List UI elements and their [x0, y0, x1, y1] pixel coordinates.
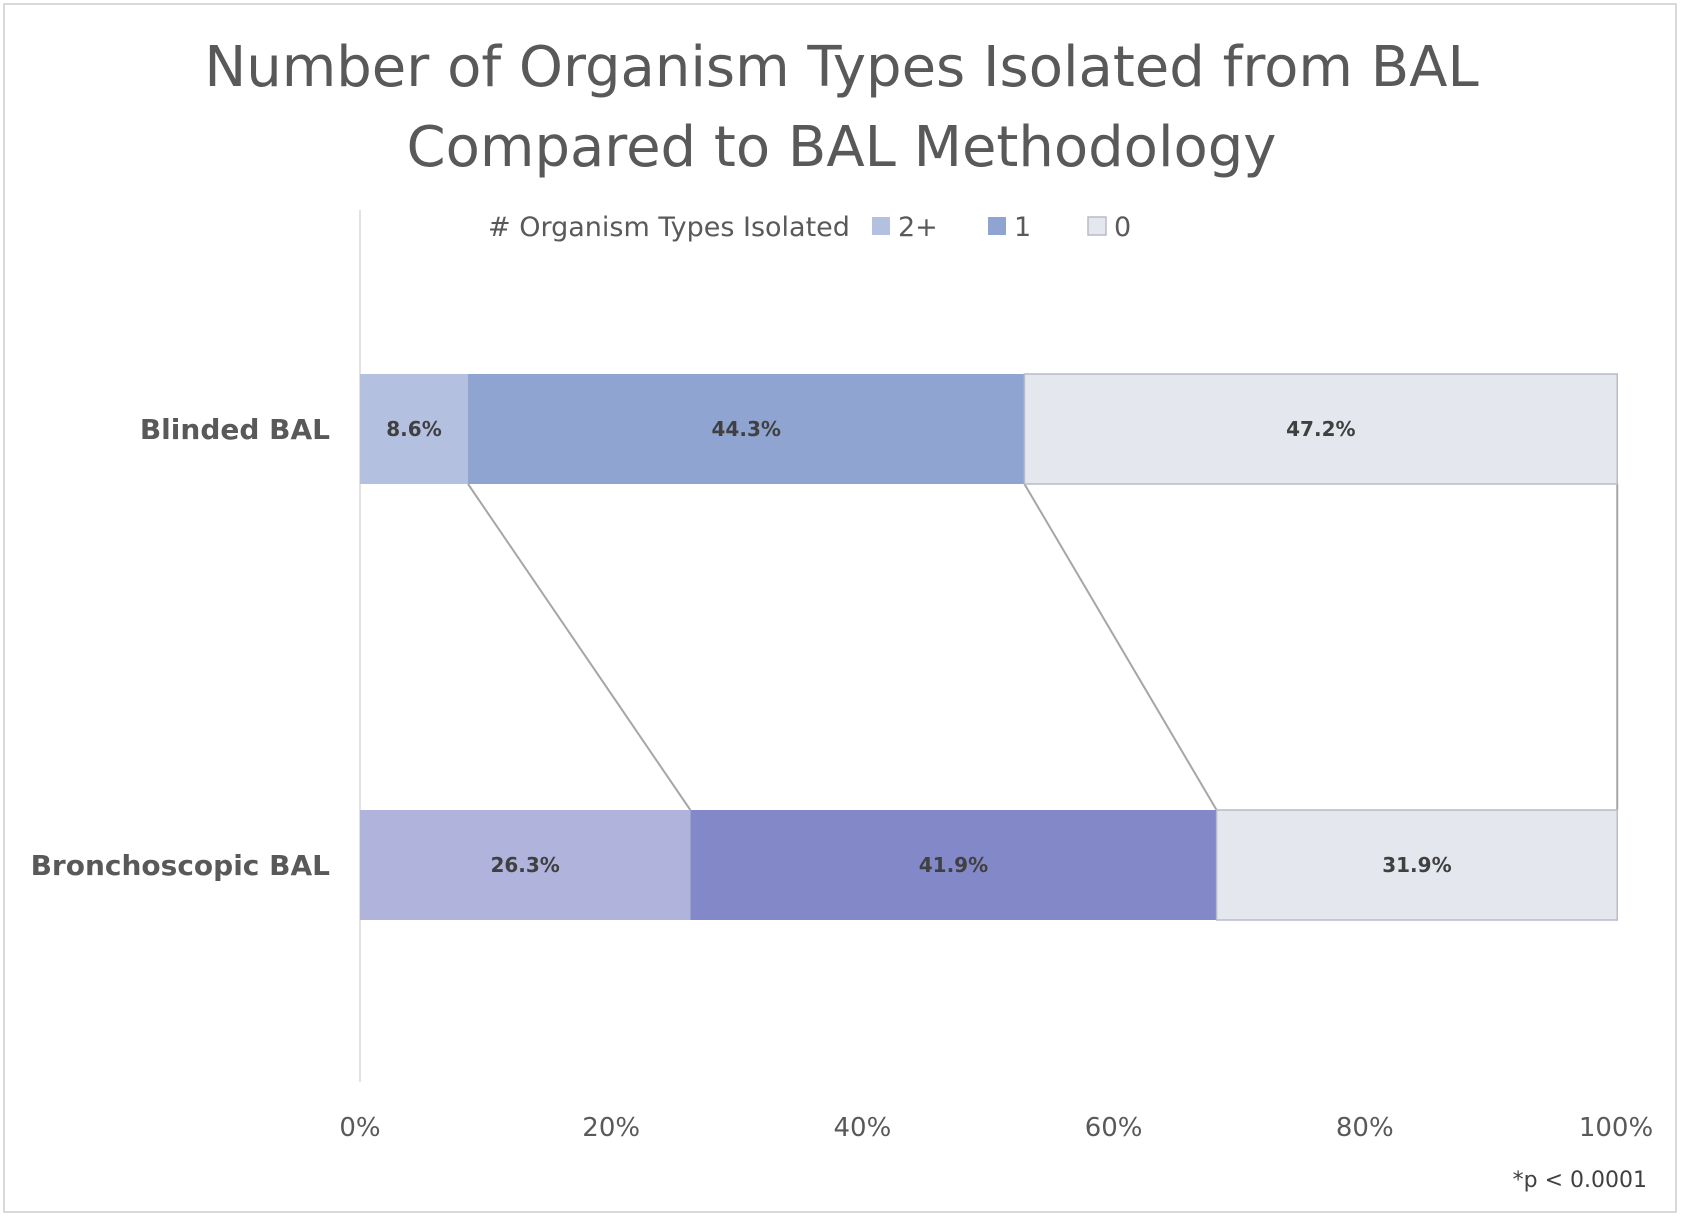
legend-label-2: 2+	[898, 212, 938, 243]
category-label-blinded-bal: Blinded BAL	[140, 413, 330, 446]
data-label-bronchoscopic-bal-2: 26.3%	[490, 853, 559, 877]
bar-bronchoscopic-bal-0	[1215, 809, 1619, 921]
data-label-blinded-bal-1: 44.3%	[712, 417, 781, 441]
data-label-bronchoscopic-bal-1: 41.9%	[919, 853, 988, 877]
chart-title-line-1: Number of Organism Types Isolated from B…	[204, 35, 1479, 100]
series-line-1	[467, 483, 692, 811]
x-tick-label-1: 20%	[582, 1113, 640, 1143]
legend-swatch-0	[1087, 216, 1107, 236]
bar-blinded-bal-2	[360, 374, 469, 484]
legend-swatch-2	[872, 217, 890, 235]
chart-title: Number of Organism Types Isolated from B…	[0, 28, 1683, 188]
series-line-2	[1023, 483, 1218, 811]
x-tick-label-0: 0%	[339, 1113, 380, 1143]
bar-blinded-bal-1	[468, 374, 1025, 484]
data-label-blinded-bal-0: 47.2%	[1286, 417, 1355, 441]
chart-title-line-2: Compared to BAL Methodology	[406, 115, 1277, 180]
x-tick-label-4: 80%	[1336, 1113, 1394, 1143]
x-tick-label-5: 100%	[1579, 1113, 1653, 1143]
x-tick-label-2: 40%	[834, 1113, 892, 1143]
bar-blinded-bal-0	[1023, 373, 1619, 485]
legend-label-1: 1	[1014, 212, 1031, 243]
legend-swatch-1	[988, 217, 1006, 235]
category-label-bronchoscopic-bal: Bronchoscopic BAL	[31, 849, 331, 882]
bar-bronchoscopic-bal-1	[690, 810, 1217, 920]
legend-label-0: 0	[1114, 212, 1131, 243]
data-label-bronchoscopic-bal-0: 31.9%	[1382, 853, 1451, 877]
data-label-blinded-bal-2: 8.6%	[386, 417, 441, 441]
x-tick-label-3: 60%	[1085, 1113, 1143, 1143]
legend-title: # Organism Types Isolated	[488, 212, 850, 243]
bar-bronchoscopic-bal-2	[360, 810, 691, 920]
footnote: *p < 0.0001	[1512, 1168, 1647, 1193]
chart-frame	[3, 3, 1677, 1213]
